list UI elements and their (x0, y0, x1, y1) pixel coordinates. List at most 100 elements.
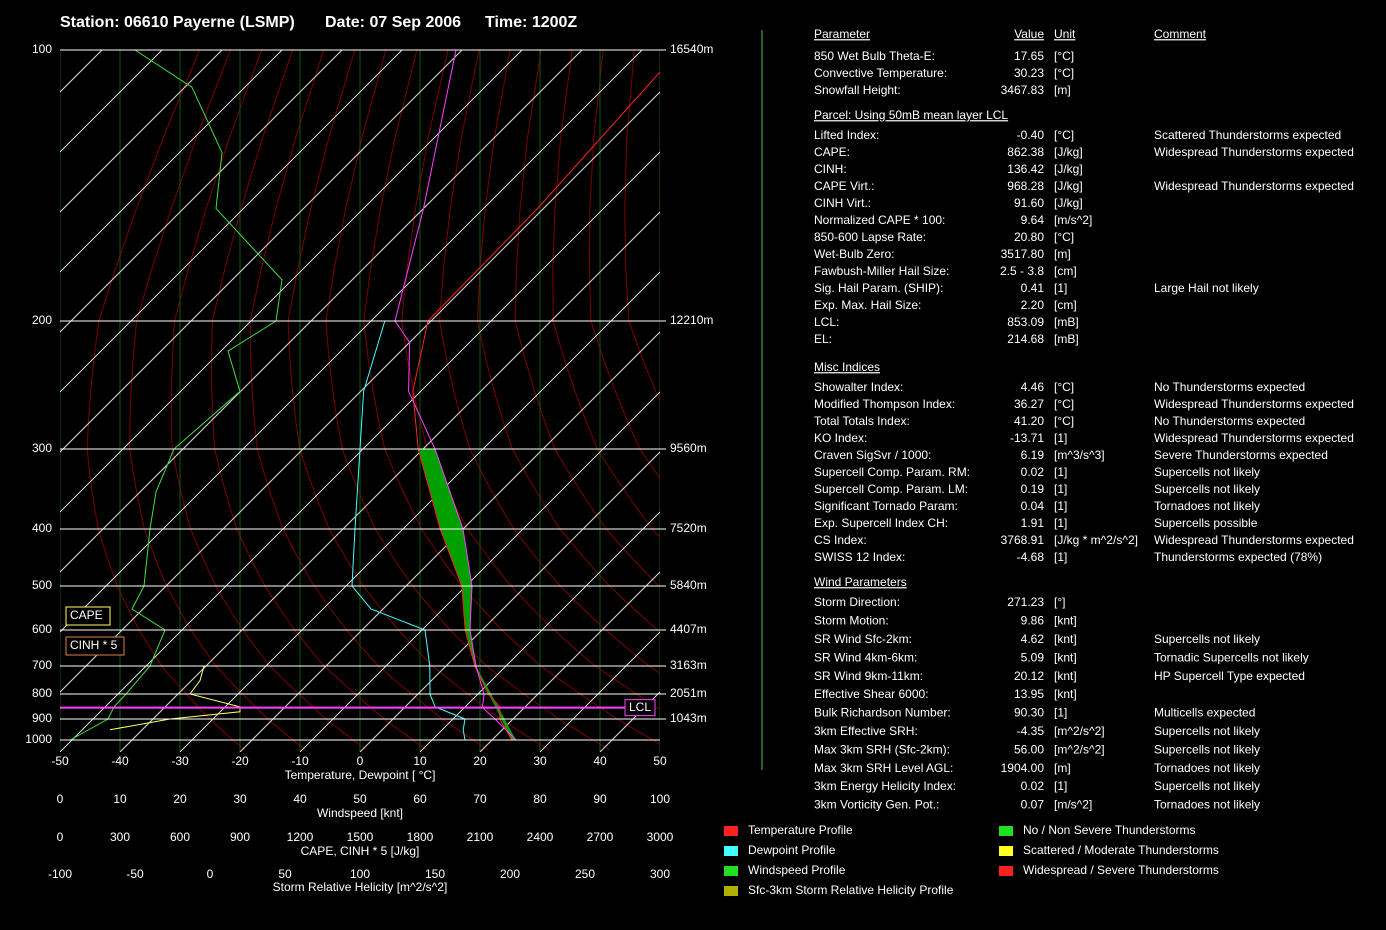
parameter-unit: [m] (1054, 247, 1071, 261)
parameter-name: SWISS 12 Index: (814, 550, 905, 564)
parameter-name: CINH Virt.: (814, 196, 871, 210)
height-label: 1043m (670, 711, 707, 725)
parameter-unit: [knt] (1054, 650, 1077, 664)
parameter-value: 30.23 (1014, 66, 1044, 80)
height-label: 4407m (670, 622, 707, 636)
parameter-value: 0.19 (1021, 482, 1045, 496)
parameter-name: Max 3km SRH Level AGL: (814, 761, 953, 775)
parameter-name: Supercell Comp. Param. LM: (814, 482, 968, 496)
section-title: Misc Indices (814, 360, 880, 374)
lcl-box (624, 699, 656, 717)
temperature-tick-label: 50 (653, 754, 667, 768)
parameter-unit: [°C] (1054, 380, 1074, 394)
legend-swatch (724, 886, 738, 896)
temperature-tick-label: -40 (111, 754, 129, 768)
parameter-name: 850-600 Lapse Rate: (814, 230, 926, 244)
parameter-value: 4.46 (1021, 380, 1045, 394)
parameter-value: 853.09 (1007, 315, 1044, 329)
dry-adiabat (210, 50, 428, 751)
parameter-name: CAPE Virt.: (814, 179, 874, 193)
legend-swatch (724, 866, 738, 876)
date: Date: 07 Sep 2006 (325, 14, 461, 31)
parameter-value: 271.23 (1007, 595, 1044, 609)
parameter-unit: [1] (1054, 516, 1067, 530)
isotherm-grid-line (179, 271, 660, 752)
section-title: Parcel: Using 50mB mean layer LCL (814, 108, 1008, 122)
parameter-name: Snowfall Height: (814, 83, 901, 97)
legend-label: Windspeed Profile (748, 863, 846, 877)
axis-tick-label: 1200 (287, 830, 314, 844)
parameter-name: Lifted Index: (814, 128, 879, 142)
isotherm (60, 50, 223, 213)
axis-tick-label: 300 (110, 830, 130, 844)
station: Station: 06610 Payerne (LSMP) (60, 14, 295, 31)
annotation-label: CINH * 5 (70, 638, 118, 652)
parameter-value: 56.00 (1014, 742, 1044, 756)
parameter-name: SR Wind Sfc-2km: (814, 632, 912, 646)
legend-label: No / Non Severe Thunderstorms (1023, 823, 1196, 837)
axis-tick-label: 40 (293, 792, 307, 806)
parameter-value: 36.27 (1014, 397, 1044, 411)
axis-tick-label: 250 (575, 867, 595, 881)
parameter-unit: [°C] (1054, 49, 1074, 63)
legend-swatch (999, 866, 1013, 876)
dry-adiabat (476, 50, 660, 633)
parameter-value: 2.20 (1021, 298, 1045, 312)
time: Time: 1200Z (485, 14, 577, 31)
pressure-tick-label: 400 (32, 521, 52, 535)
pressure-tick-label: 900 (32, 711, 52, 725)
parameter-name: Craven SigSvr / 1000: (814, 448, 931, 462)
parameter-value: 4.62 (1021, 632, 1045, 646)
temperature-tick-label: 0 (357, 754, 364, 768)
parameter-unit: [°C] (1054, 128, 1074, 142)
axis-tick-label: 70 (473, 792, 487, 806)
isotherm-grid-line (419, 511, 660, 752)
parameter-name: CS Index: (814, 533, 867, 547)
parameter-unit: [°] (1054, 595, 1065, 609)
parameter-unit: [1] (1054, 281, 1067, 295)
parameter-comment: Supercells not likely (1154, 724, 1260, 738)
parameter-name: Storm Motion: (814, 614, 889, 628)
pressure-tick-label: 700 (32, 658, 52, 672)
parameter-value: 9.64 (1021, 213, 1045, 227)
column-header: Unit (1054, 27, 1076, 41)
axis-tick-label: 3000 (647, 830, 674, 844)
parameter-value: 3467.83 (1001, 83, 1045, 97)
parameter-unit: [knt] (1054, 669, 1077, 683)
parameter-value: -0.40 (1017, 128, 1045, 142)
parameter-value: 1.91 (1021, 516, 1045, 530)
parameter-comment: Tornadoes not likely (1154, 761, 1260, 775)
parameter-comment: Supercells not likely (1154, 779, 1260, 793)
axis-tick-label: 600 (170, 830, 190, 844)
dry-adiabat (287, 50, 549, 751)
parameter-comment: Supercells not likely (1154, 632, 1260, 646)
parameter-comment: Widespread Thunderstorms expected (1154, 533, 1354, 547)
isotherm (60, 50, 463, 453)
parameter-unit: [1] (1054, 465, 1067, 479)
cape-area (418, 449, 516, 740)
temperature-tick-label: -30 (171, 754, 189, 768)
parameter-name: Modified Thompson Index: (814, 397, 955, 411)
parameter-name: Total Totals Index: (814, 414, 910, 428)
axis-tick-label: 90 (593, 792, 607, 806)
isotherm (60, 50, 583, 573)
annotation-box (65, 636, 125, 656)
section-title: Wind Parameters (814, 575, 907, 589)
parameter-value: 6.19 (1021, 448, 1045, 462)
parameter-unit: [cm] (1054, 264, 1077, 278)
parameter-name: KO Index: (814, 431, 867, 445)
parameter-unit: [1] (1054, 706, 1067, 720)
isotherm-grid-line (539, 631, 660, 752)
dry-adiabat (552, 50, 660, 539)
temperature-tick-label: 20 (473, 754, 487, 768)
legend-label: Sfc-3km Storm Relative Helicity Profile (748, 883, 954, 897)
parameter-unit: [1] (1054, 550, 1067, 564)
height-label: 12210m (670, 313, 713, 327)
parameter-name: 3km Energy Helicity Index: (814, 779, 956, 793)
pressure-tick-label: 800 (32, 686, 52, 700)
isotherm (60, 50, 523, 513)
parameter-unit: [°C] (1054, 414, 1074, 428)
parameter-unit: [°C] (1054, 230, 1074, 244)
legend-swatch (999, 846, 1013, 856)
temperature-tick-label: -50 (51, 754, 69, 768)
